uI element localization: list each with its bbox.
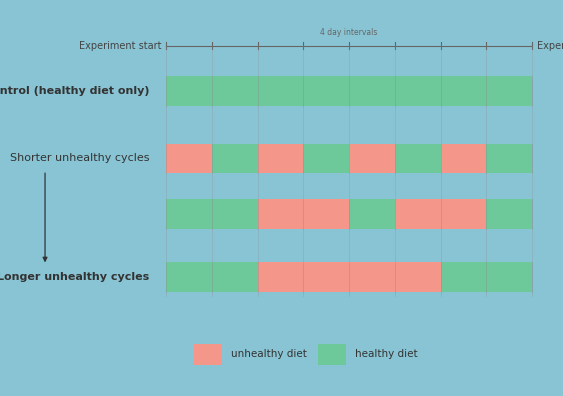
- Bar: [166, 262, 258, 292]
- Bar: [440, 262, 532, 292]
- Bar: [318, 343, 346, 365]
- Bar: [258, 199, 349, 228]
- Text: Experiment start: Experiment start: [79, 40, 162, 51]
- Text: 4 day intervals: 4 day intervals: [320, 28, 378, 37]
- Bar: [440, 143, 486, 173]
- Bar: [486, 143, 532, 173]
- Bar: [166, 143, 212, 173]
- Bar: [349, 199, 395, 228]
- Bar: [194, 343, 222, 365]
- Bar: [486, 199, 532, 228]
- Bar: [258, 262, 441, 292]
- Text: Control (healthy diet only): Control (healthy diet only): [0, 86, 149, 96]
- Bar: [166, 199, 258, 228]
- Text: Longer unhealthy cycles: Longer unhealthy cycles: [0, 272, 149, 282]
- Bar: [395, 143, 441, 173]
- Bar: [166, 76, 532, 106]
- Bar: [258, 143, 303, 173]
- Text: healthy diet: healthy diet: [355, 349, 417, 360]
- Text: Experiment end: Experiment end: [537, 40, 563, 51]
- Text: Shorter unhealthy cycles: Shorter unhealthy cycles: [10, 153, 149, 164]
- Text: unhealthy diet: unhealthy diet: [231, 349, 307, 360]
- Bar: [349, 143, 395, 173]
- Bar: [395, 199, 486, 228]
- Bar: [303, 143, 349, 173]
- Bar: [212, 143, 258, 173]
